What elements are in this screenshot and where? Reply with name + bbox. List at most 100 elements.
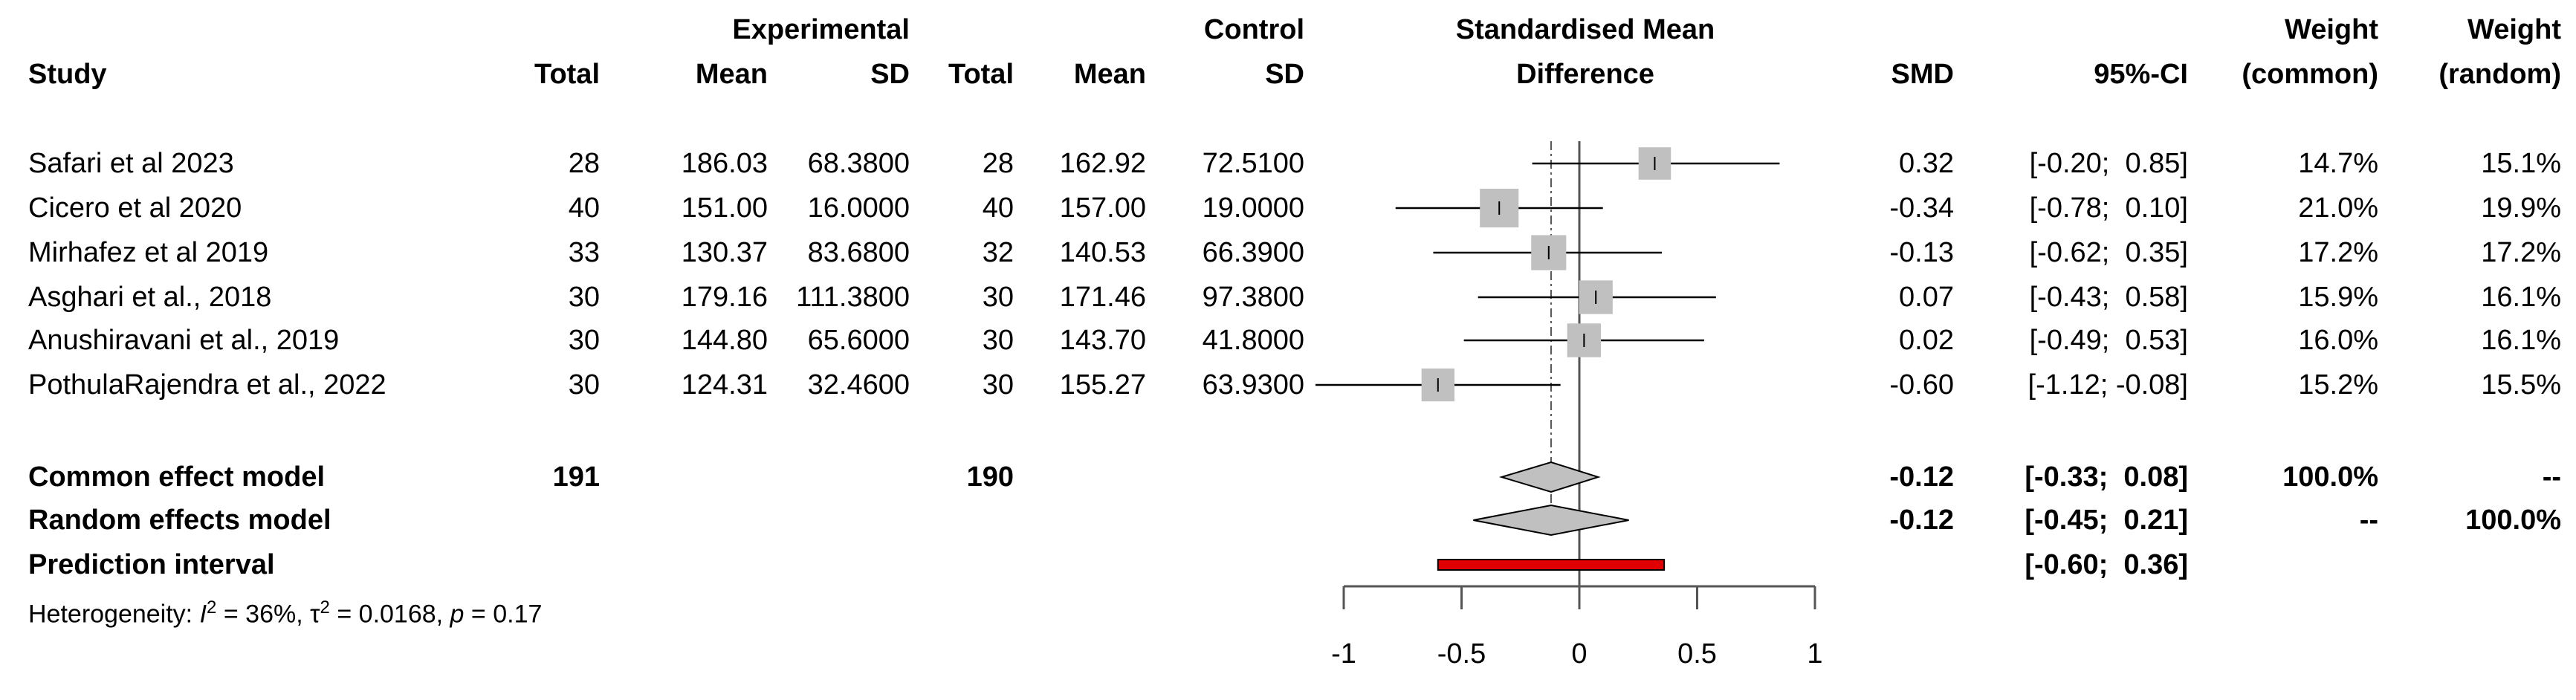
header-study: Study <box>28 59 107 90</box>
header-ci: 95%-CI <box>2094 59 2188 90</box>
ctl-sd: 97.3800 <box>1202 282 1304 313</box>
header-weight-random-1: Weight <box>2467 14 2561 45</box>
ctl-total: 28 <box>982 148 1014 179</box>
header-exp-mean: Mean <box>695 59 768 90</box>
exp-sd: 32.4600 <box>807 369 910 401</box>
weight-random: 19.9% <box>2481 192 2561 224</box>
header-experimental: Experimental <box>732 14 910 45</box>
weight-random: 15.1% <box>2481 148 2561 179</box>
x-tick-label: 0 <box>1571 638 1587 670</box>
ci-value: [-1.12; -0.08] <box>2028 369 2188 401</box>
ctl-mean: 155.27 <box>1059 369 1146 401</box>
weight-random: 15.5% <box>2481 369 2561 401</box>
header-ctl-mean: Mean <box>1073 59 1146 90</box>
common-weight-random: -- <box>2542 461 2561 493</box>
exp-mean: 124.31 <box>681 369 768 401</box>
header-plot-title: Standardised Mean <box>1455 14 1715 45</box>
prediction-label: Prediction interval <box>28 549 275 580</box>
study-name: Safari et al 2023 <box>28 148 234 179</box>
exp-total: 28 <box>568 148 600 179</box>
ctl-mean: 140.53 <box>1059 237 1146 268</box>
smd-value: -0.34 <box>1889 192 1954 224</box>
smd-value: -0.60 <box>1889 369 1954 401</box>
exp-sd: 65.6000 <box>807 325 910 356</box>
ci-value: [-0.49; 0.53] <box>2029 325 2188 356</box>
ctl-total: 30 <box>982 369 1014 401</box>
study-name: Anushiravani et al., 2019 <box>28 325 340 356</box>
weight-common: 14.7% <box>2298 148 2378 179</box>
header-ctl-total: Total <box>948 59 1014 90</box>
header-ctl-sd: SD <box>1265 59 1304 90</box>
smd-value: 0.02 <box>1899 325 1954 356</box>
weight-random: 17.2% <box>2481 237 2561 268</box>
smd-value: 0.32 <box>1899 148 1954 179</box>
exp-mean: 144.80 <box>681 325 768 356</box>
exp-sd: 83.6800 <box>807 237 910 268</box>
exp-mean: 130.37 <box>681 237 768 268</box>
weight-common: 17.2% <box>2298 237 2378 268</box>
ctl-mean: 143.70 <box>1059 325 1146 356</box>
exp-mean: 179.16 <box>681 282 768 313</box>
ctl-total: 30 <box>982 282 1014 313</box>
common-weight-common: 100.0% <box>2282 461 2378 493</box>
header-weight-common: (common) <box>2242 59 2378 90</box>
ctl-mean: 162.92 <box>1059 148 1146 179</box>
study-name: PothulaRajendra et al., 2022 <box>28 369 386 401</box>
weight-random: 16.1% <box>2481 325 2561 356</box>
random-smd: -0.12 <box>1889 505 1954 536</box>
common-smd: -0.12 <box>1889 461 1954 493</box>
common-effect-diamond <box>1498 461 1601 493</box>
ctl-sd: 72.5100 <box>1202 148 1304 179</box>
common-exp-total: 191 <box>552 461 600 493</box>
random-label: Random effects model <box>28 505 331 536</box>
study-name: Cicero et al 2020 <box>28 192 242 224</box>
exp-sd: 68.3800 <box>807 148 910 179</box>
exp-total: 33 <box>568 237 600 268</box>
exp-mean: 186.03 <box>681 148 768 179</box>
random-weight-common: -- <box>2359 505 2378 536</box>
ci-value: [-0.62; 0.35] <box>2029 237 2188 268</box>
smd-value: -0.13 <box>1889 237 1954 268</box>
ctl-total: 30 <box>982 325 1014 356</box>
header-smd: SMD <box>1891 59 1954 90</box>
exp-sd: 111.3800 <box>796 282 910 313</box>
header-weight-random: (random) <box>2439 59 2561 90</box>
x-tick-label: 0.5 <box>1677 638 1717 670</box>
common-ctl-total: 190 <box>966 461 1014 493</box>
ctl-sd: 41.8000 <box>1202 325 1304 356</box>
ci-value: [-0.43; 0.58] <box>2029 282 2188 313</box>
random-effect-diamond <box>1473 504 1629 537</box>
weight-random: 16.1% <box>2481 282 2561 313</box>
exp-total: 30 <box>568 369 600 401</box>
header-weight-common-1: Weight <box>2285 14 2378 45</box>
exp-total: 30 <box>568 282 600 313</box>
ctl-sd: 19.0000 <box>1202 192 1304 224</box>
header-plot-title-2: Difference <box>1516 59 1654 90</box>
ctl-sd: 66.3900 <box>1202 237 1304 268</box>
ci-value: [-0.78; 0.10] <box>2029 192 2188 224</box>
x-tick-label: -1 <box>1331 638 1356 670</box>
ci-value: [-0.20; 0.85] <box>2029 148 2188 179</box>
study-name: Asghari et al., 2018 <box>28 282 272 313</box>
header-exp-sd: SD <box>870 59 910 90</box>
study-name: Mirhafez et al 2019 <box>28 237 269 268</box>
smd-value: 0.07 <box>1899 282 1954 313</box>
ctl-total: 32 <box>982 237 1014 268</box>
heterogeneity-text: Heterogeneity: I2 = 36%, τ2 = 0.0168, p … <box>28 597 543 629</box>
header-exp-total: Total <box>534 59 600 90</box>
exp-mean: 151.00 <box>681 192 768 224</box>
common-label: Common effect model <box>28 461 326 493</box>
x-tick-label: -0.5 <box>1437 638 1486 670</box>
random-ci: [-0.45; 0.21] <box>2025 505 2188 536</box>
weight-common: 15.9% <box>2298 282 2378 313</box>
ctl-mean: 171.46 <box>1059 282 1146 313</box>
random-weight-random: 100.0% <box>2465 505 2561 536</box>
x-tick-label: 1 <box>1807 638 1822 670</box>
exp-total: 40 <box>568 192 600 224</box>
prediction-ci: [-0.60; 0.36] <box>2025 549 2188 580</box>
prediction-interval-bar <box>1437 559 1666 571</box>
weight-common: 15.2% <box>2298 369 2378 401</box>
ctl-total: 40 <box>982 192 1014 224</box>
exp-total: 30 <box>568 325 600 356</box>
weight-common: 21.0% <box>2298 192 2378 224</box>
